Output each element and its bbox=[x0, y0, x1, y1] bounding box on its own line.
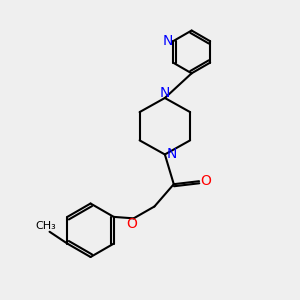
Text: N: N bbox=[160, 86, 170, 100]
Text: CH₃: CH₃ bbox=[36, 221, 56, 231]
Text: O: O bbox=[200, 174, 211, 188]
Text: N: N bbox=[166, 148, 177, 161]
Text: N: N bbox=[163, 34, 173, 48]
Text: O: O bbox=[127, 217, 138, 231]
